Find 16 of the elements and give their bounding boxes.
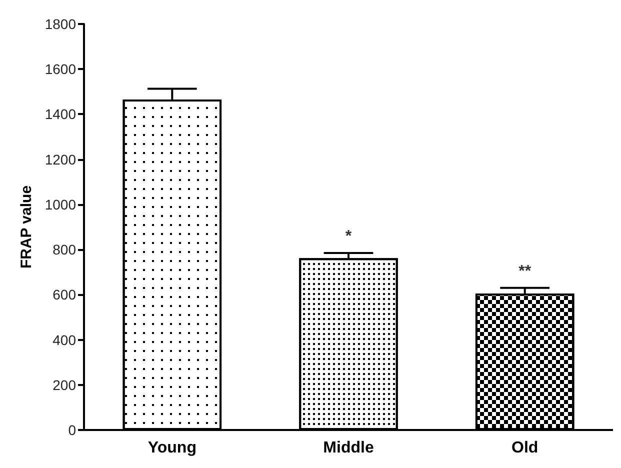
y-tick-label: 1200	[44, 151, 76, 168]
y-tick-label: 1600	[44, 61, 76, 78]
y-tick-label: 1800	[44, 16, 76, 32]
y-tick-label: 1000	[44, 196, 76, 212]
y-tick-label: 200	[52, 376, 76, 393]
annotation: **	[518, 263, 532, 280]
x-tick-label: Middle	[323, 440, 374, 456]
y-tick-label: 0	[68, 422, 76, 438]
y-tick-label: 600	[52, 286, 76, 303]
y-axis-title: FRAP value	[18, 185, 35, 269]
x-tick-label: Young	[148, 440, 196, 456]
annotation: *	[345, 228, 352, 246]
y-tick-label: 800	[52, 242, 76, 258]
y-tick-label: 1400	[44, 106, 76, 122]
x-tick-label: Old	[511, 440, 538, 456]
y-tick-label: 400	[52, 332, 76, 348]
